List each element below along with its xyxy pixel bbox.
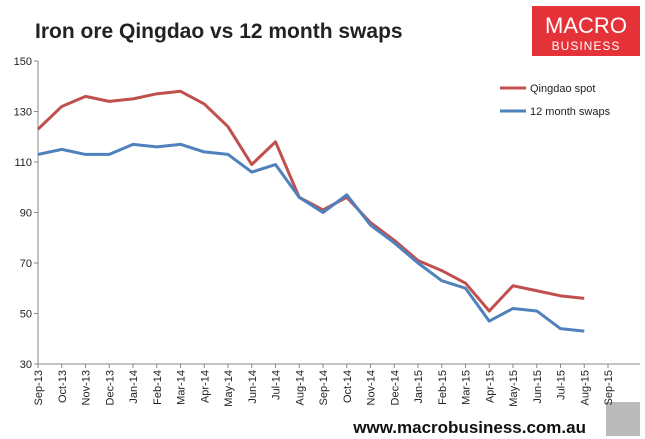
legend-label: Qingdao spot [530, 83, 595, 95]
x-tick-label: Nov-13 [81, 370, 93, 405]
chart-title: Iron ore Qingdao vs 12 month swaps [35, 20, 403, 43]
source: www.macrobusiness.com.au [352, 418, 586, 437]
x-tick-label: Feb-14 [152, 370, 164, 405]
x-tick-label: May-15 [508, 370, 520, 407]
x-tick-label: Sep-13 [33, 370, 45, 405]
y-tick-label: 90 [20, 208, 32, 220]
x-tick-label: Mar-15 [461, 370, 473, 405]
x-tick-label: Dec-14 [389, 370, 401, 405]
logo-text: BUSINESS [552, 39, 621, 53]
x-tick-label: Jan-14 [128, 370, 140, 404]
x-tick-label: May-14 [223, 370, 235, 407]
x-tick-label: Jun-14 [247, 370, 259, 404]
x-tick-label: Mar-14 [176, 370, 188, 405]
y-tick-label: 70 [20, 258, 32, 270]
y-tick-label: 150 [14, 56, 32, 68]
x-tick-label: Oct-14 [342, 370, 354, 403]
y-tick-label: 110 [14, 157, 32, 169]
logo [532, 6, 640, 56]
y-tick-label: 50 [20, 309, 32, 321]
x-tick-label: Oct-13 [57, 370, 69, 403]
x-tick-label: Apr-15 [484, 370, 496, 403]
logo-icon [606, 402, 640, 436]
x-tick-label: Jan-15 [413, 370, 425, 404]
line-series [36, 89, 585, 313]
x-tick-label: Aug-15 [579, 370, 591, 405]
x-tick-label: Aug-14 [294, 370, 306, 405]
x-tick-label: Feb-15 [437, 370, 449, 405]
x-tick-label: Nov-14 [366, 370, 378, 405]
x-tick-label: Dec-13 [104, 370, 116, 405]
x-tick-label: Sep-15 [603, 370, 615, 405]
x-tick-label: Jul-15 [556, 370, 568, 400]
line-series [37, 142, 585, 333]
y-tick-label: 30 [20, 359, 32, 371]
legend-label: 12 month swaps [530, 106, 611, 118]
y-tick-label: 130 [14, 107, 32, 119]
x-tick-label: Sep-14 [318, 370, 330, 405]
x-tick-label: Apr-14 [199, 370, 211, 403]
x-tick-label: Jul-14 [271, 370, 283, 400]
x-tick-label: Jun-15 [532, 370, 544, 404]
logo-text: MACRO [545, 13, 627, 38]
